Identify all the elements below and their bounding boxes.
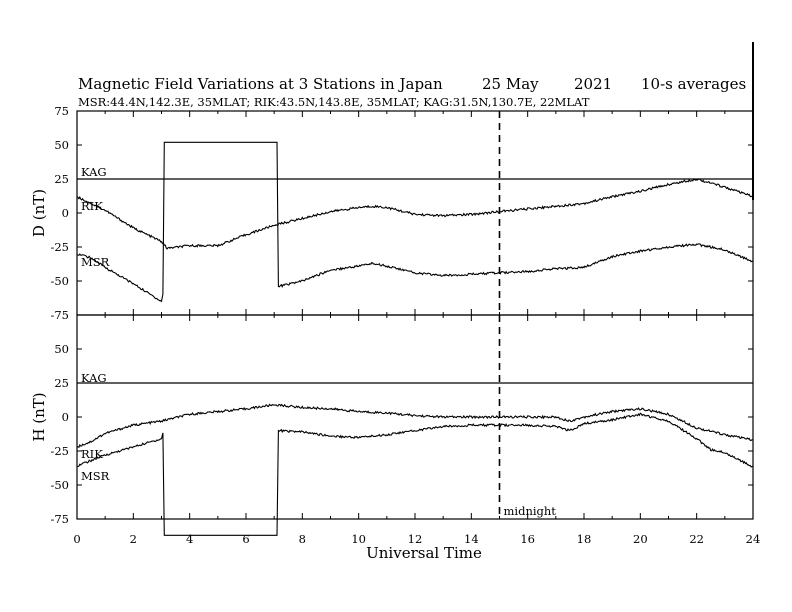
series-line-rik <box>76 403 754 449</box>
series-line-msr <box>76 141 754 303</box>
y-tick-label: 25 <box>54 376 69 390</box>
chart-averaging: 10-s averages <box>641 75 746 93</box>
y-tick-label: -50 <box>50 478 69 492</box>
stations-info: MSR:44.4N,142.3E, 35MLAT; RIK:43.5N,143.… <box>78 95 590 109</box>
panel-d: -75 -50 -25 0 25 50 75 D (nT) KAG RIK MSR <box>30 104 754 322</box>
series-label-rik: RIK <box>81 199 103 213</box>
x-tick-label: 8 <box>299 532 306 546</box>
y-tick-label: 50 <box>54 342 69 356</box>
x-tick-label: 6 <box>242 532 249 546</box>
chart-title: Magnetic Field Variations at 3 Stations … <box>78 75 443 93</box>
x-axis-label: Universal Time <box>366 544 482 562</box>
series-label-msr: MSR <box>81 255 110 269</box>
x-tick-label: 0 <box>73 532 80 546</box>
y-tick-label: -25 <box>50 444 69 458</box>
x-tick-label: 16 <box>520 532 535 546</box>
series-label-rik: RIK <box>81 447 103 461</box>
series-label-kag: KAG <box>81 371 107 385</box>
y-tick-label: -25 <box>50 240 69 254</box>
y-tick-label: 75 <box>54 104 69 118</box>
x-tick-label: 24 <box>746 532 761 546</box>
y-tick-label: 0 <box>62 410 69 424</box>
x-tick-label: 20 <box>633 532 648 546</box>
x-tick-label: 12 <box>408 532 423 546</box>
x-tick-label: 10 <box>351 532 366 546</box>
y-tick-label: -75 <box>50 512 69 526</box>
plot-frame <box>76 110 754 316</box>
chart-year: 2021 <box>574 75 612 93</box>
x-tick-label: 14 <box>464 532 479 546</box>
chart-date: 25 May <box>482 75 539 93</box>
x-tick-label: 2 <box>130 532 137 546</box>
y-axis-label: H (nT) <box>30 392 48 441</box>
series-line-rik <box>76 178 754 250</box>
midnight-label: midnight <box>504 504 557 518</box>
y-tick-label: -75 <box>50 308 69 322</box>
x-tick-label: 4 <box>186 532 193 546</box>
y-tick-label: 25 <box>54 172 69 186</box>
y-tick-label: 0 <box>62 206 69 220</box>
series-label-msr: MSR <box>81 469 110 483</box>
y-axis-label: D (nT) <box>30 189 48 237</box>
x-tick-label: 18 <box>577 532 592 546</box>
series-label-kag: KAG <box>81 165 107 179</box>
y-tick-label: 50 <box>54 138 69 152</box>
y-tick-label: -50 <box>50 274 69 288</box>
x-tick-label: 22 <box>689 532 704 546</box>
series-line-msr <box>76 412 754 536</box>
